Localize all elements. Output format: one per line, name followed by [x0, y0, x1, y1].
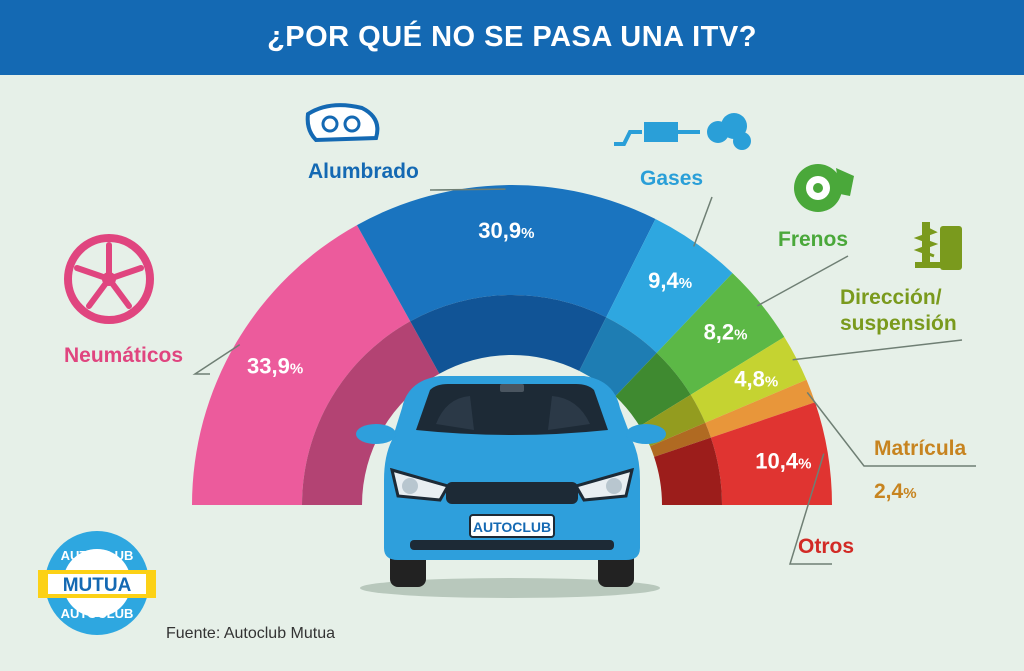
category-label-5: Matrícula — [874, 437, 967, 460]
source-text: Fuente: Autoclub Mutua — [166, 625, 335, 642]
leader-line-0 — [192, 343, 241, 375]
slice-3 — [656, 273, 785, 395]
logo-top-text: AUTOCLUB — [61, 548, 134, 563]
category-label-1: Alumbrado — [308, 160, 419, 183]
value-label-5: 2,4% — [874, 480, 917, 503]
slice-2 — [606, 218, 733, 353]
leader-line-2 — [692, 196, 713, 247]
leader-line-5 — [806, 391, 976, 467]
autoclub-mutua-logo: MUTUA AUTOCLUB AUTOCLUB — [38, 531, 156, 635]
slice-6 — [710, 402, 833, 505]
leader-lines — [192, 188, 976, 565]
car-illustration: AUTOCLUB — [356, 376, 666, 598]
slice-0 — [192, 225, 411, 505]
page-title: ¿POR QUÉ NO SE PASA UNA ITV? — [0, 0, 1024, 75]
logo-middle-text: MUTUA — [63, 575, 132, 596]
leader-line-4 — [792, 339, 963, 361]
chart-labels: Neumáticos Alumbrado Gases Frenos Dirección/… — [64, 160, 967, 558]
chart-slices — [192, 185, 833, 505]
exhaust-icon — [614, 113, 751, 150]
tire-icon — [64, 234, 154, 324]
leader-line-6 — [788, 453, 832, 565]
slice-inner-6 — [654, 437, 722, 505]
slice-4 — [690, 336, 807, 423]
value-label-3: 8,2% — [704, 320, 748, 345]
category-label-4: Dirección/suspensión — [840, 286, 957, 335]
slice-1 — [356, 185, 656, 322]
brake-disc-icon — [794, 164, 854, 212]
category-label-6: Otros — [798, 535, 854, 558]
category-label-2: Gases — [640, 167, 703, 190]
suspension-icon — [913, 222, 962, 270]
license-plate: AUTOCLUB — [473, 519, 551, 535]
leader-line-3 — [757, 255, 849, 307]
slice-inner-5 — [650, 422, 711, 457]
slice-5 — [705, 379, 816, 438]
logo-bottom-text: AUTOCLUB — [61, 606, 134, 621]
category-label-0: Neumáticos — [64, 344, 183, 367]
leader-line-1 — [429, 188, 506, 191]
headlight-icon — [305, 103, 380, 143]
slice-inner-3 — [615, 352, 691, 427]
slice-inner-0 — [302, 321, 440, 505]
slice-inner-2 — [579, 317, 657, 397]
category-label-3: Frenos — [778, 228, 848, 251]
slice-inner-1 — [410, 295, 607, 374]
